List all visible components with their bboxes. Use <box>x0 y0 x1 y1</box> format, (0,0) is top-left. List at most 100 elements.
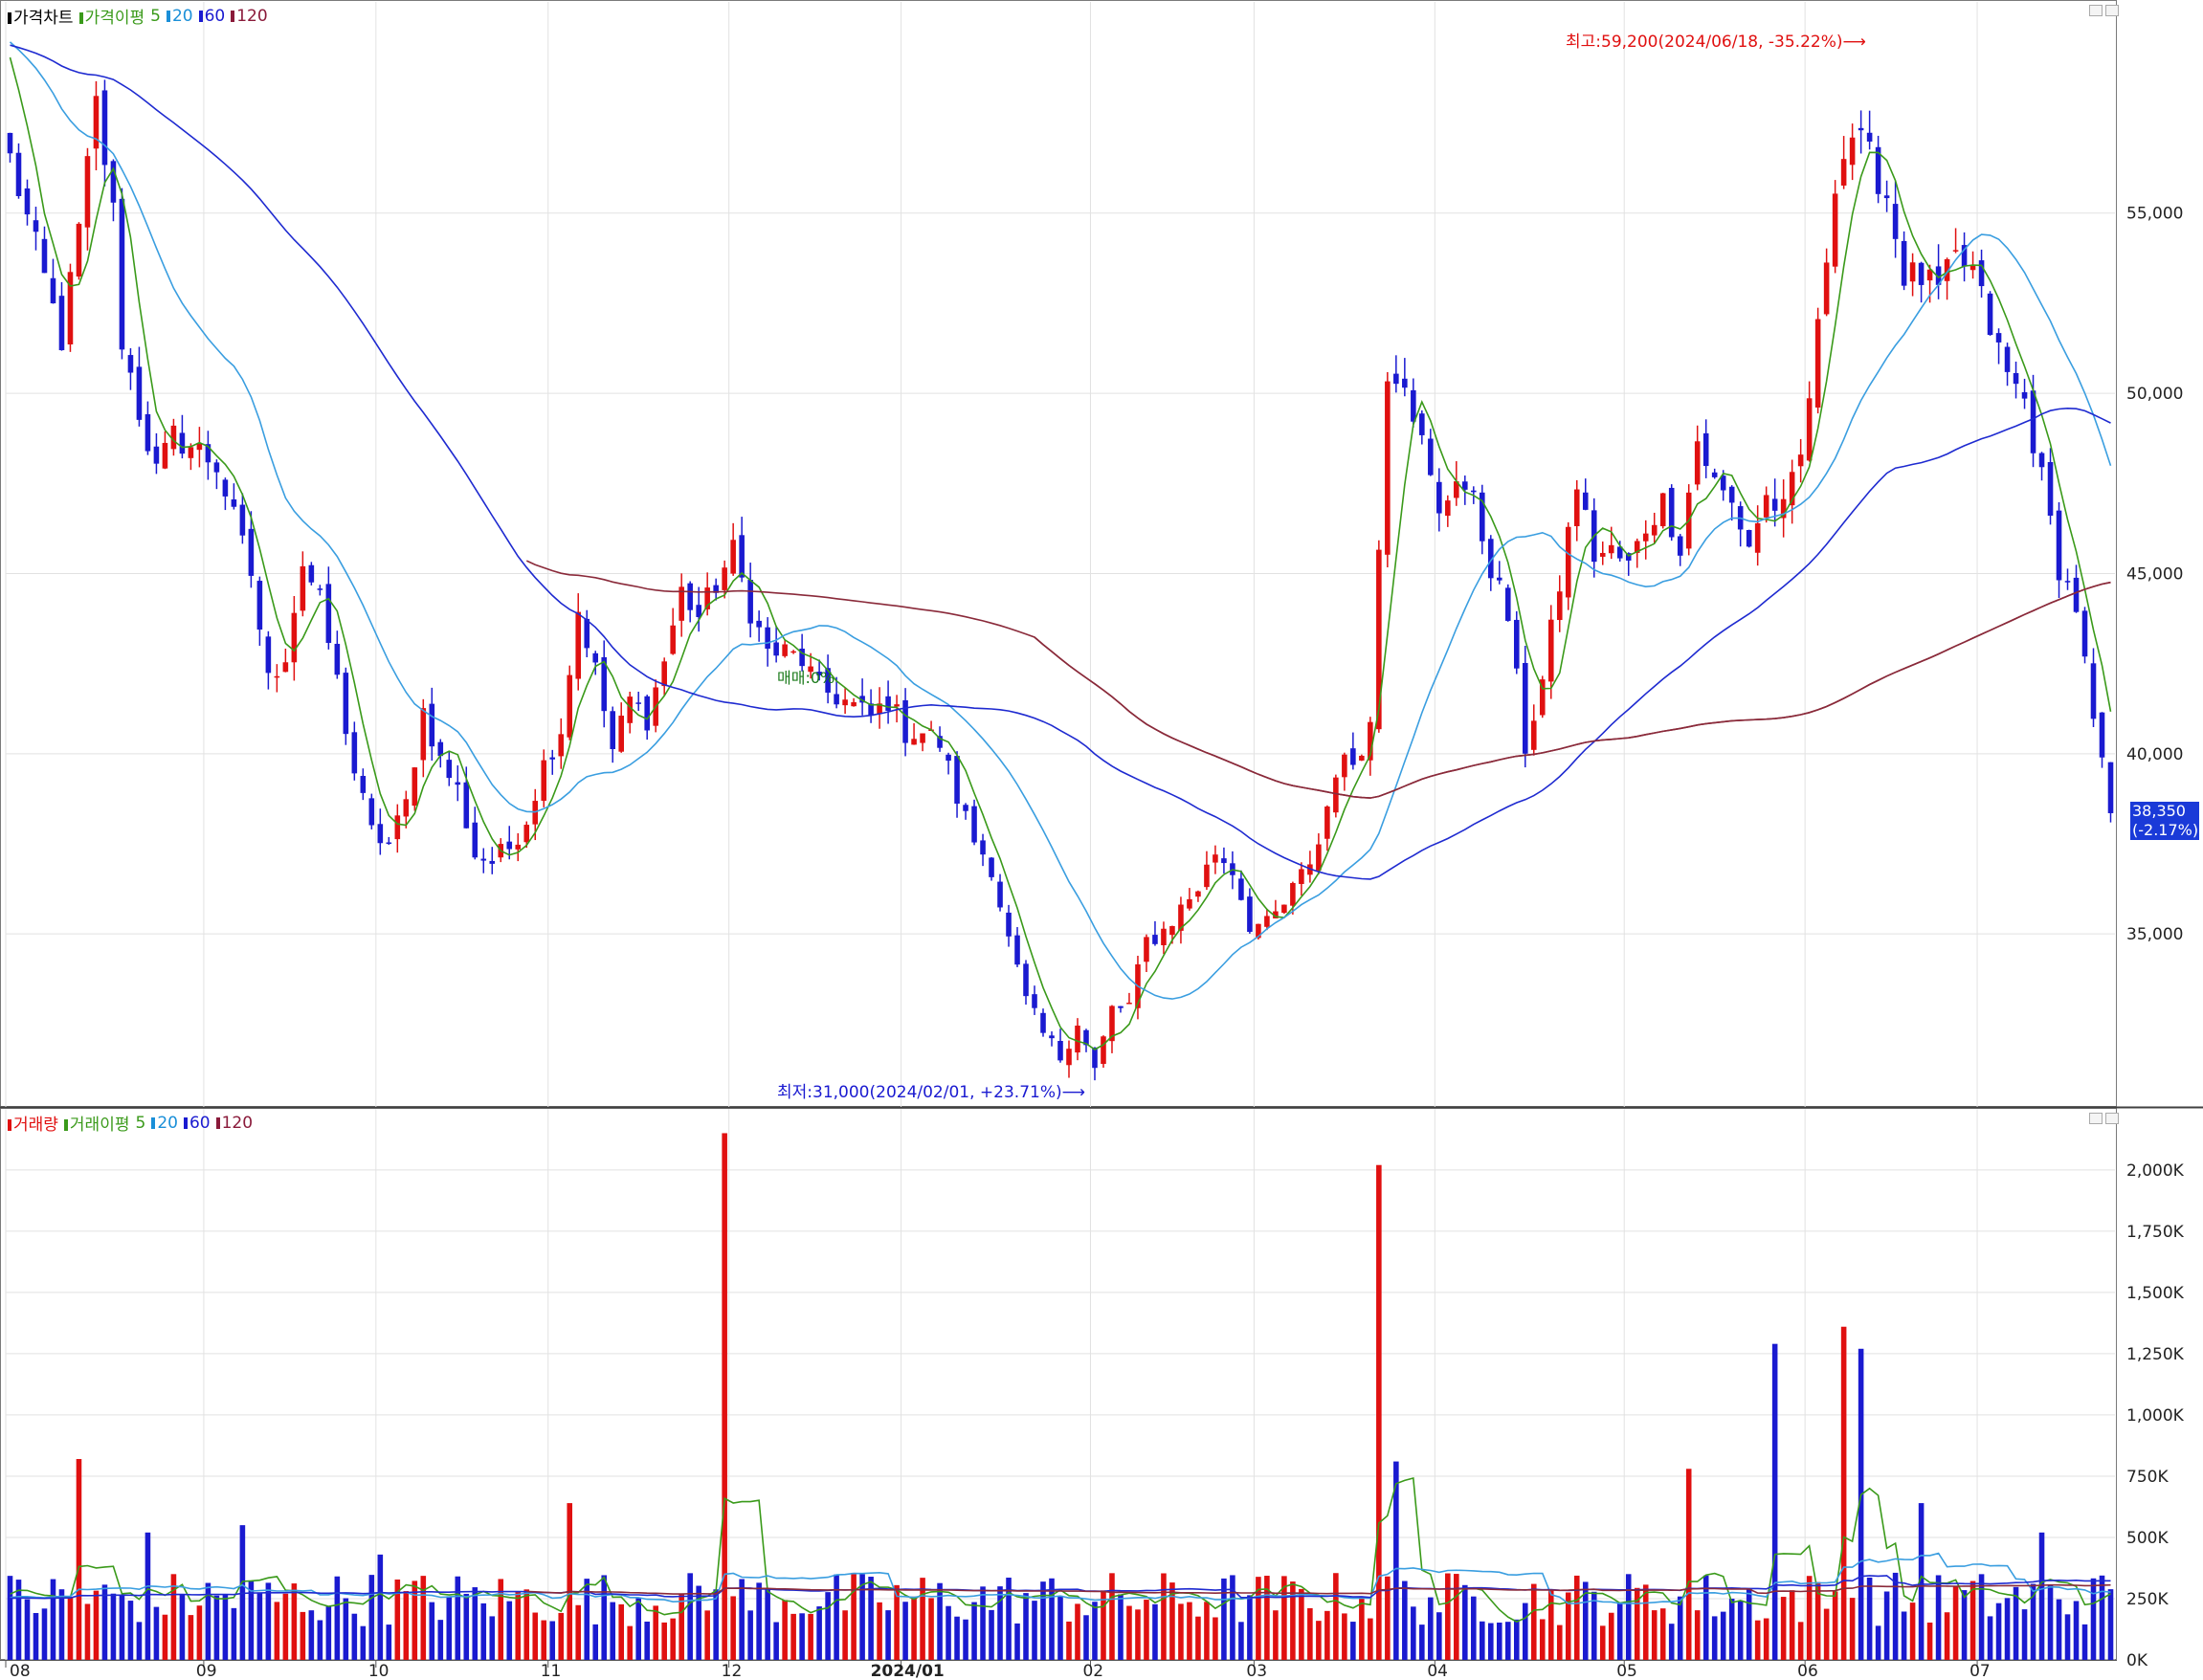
legend-ma20[interactable]: 20 <box>166 7 193 26</box>
volume-bar <box>1144 1600 1149 1660</box>
candle-body <box>920 733 925 743</box>
volume-tick-label: 1,000K <box>2126 1406 2185 1426</box>
volume-bar <box>1393 1461 1399 1660</box>
volume-bar <box>1368 1618 1373 1660</box>
candle-body <box>1359 755 1365 761</box>
candle-body <box>1169 925 1175 936</box>
legend-vol-ma120[interactable]: 120 <box>215 1114 253 1133</box>
candle-body <box>213 462 220 473</box>
legend-price-ma[interactable]: 가격이평 <box>78 4 145 28</box>
legend-volume[interactable]: 거래량 <box>8 1111 58 1135</box>
candle-body <box>58 296 65 351</box>
minimize-icon[interactable] <box>2089 5 2103 16</box>
volume-bar <box>1823 1608 1830 1660</box>
candle-body <box>1771 498 1778 511</box>
legend-price-chart[interactable]: 가격차트 <box>8 4 74 28</box>
volume-bar <box>265 1582 272 1660</box>
volume-bar <box>868 1577 874 1660</box>
candle-body <box>2064 581 2071 583</box>
ma60-line <box>10 44 2111 880</box>
candle-body <box>1333 777 1339 813</box>
maximize-icon[interactable] <box>2105 5 2119 16</box>
volume-bar <box>1101 1590 1106 1660</box>
legend-vol-ma20[interactable]: 20 <box>151 1114 178 1133</box>
candle-body <box>1677 536 1683 556</box>
volume-bar <box>1728 1599 1735 1660</box>
volume-bar <box>1118 1594 1124 1660</box>
volume-bar <box>256 1592 263 1660</box>
candle-body <box>2047 461 2054 516</box>
volume-bar <box>894 1584 900 1660</box>
volume-bar <box>1625 1574 1632 1660</box>
candle-body <box>1057 1041 1063 1061</box>
candle-body <box>1754 522 1761 553</box>
candle-body <box>911 739 917 745</box>
volume-bar <box>1195 1616 1201 1660</box>
volume-bar <box>455 1576 461 1660</box>
volume-bar <box>1573 1575 1580 1660</box>
volume-bar <box>1642 1584 1649 1660</box>
volume-bar <box>1204 1602 1210 1660</box>
volume-bar <box>980 1586 986 1660</box>
volume-bar <box>532 1612 539 1660</box>
volume-bar <box>1411 1606 1416 1660</box>
legend-vol-ma60[interactable]: 60 <box>183 1114 211 1133</box>
volume-bar <box>1858 1348 1864 1660</box>
volume-bar <box>1187 1602 1192 1660</box>
legend-ma120[interactable]: 120 <box>231 7 268 26</box>
candle-body <box>1445 500 1451 517</box>
volume-bar <box>110 1593 117 1660</box>
volume-bar <box>1634 1587 1640 1660</box>
candle-body <box>291 612 298 663</box>
candle-body <box>1582 492 1589 510</box>
volume-bar <box>1152 1603 1158 1660</box>
candle-body <box>1092 1047 1098 1069</box>
candle-body <box>1625 553 1632 561</box>
candle-body <box>1290 882 1296 906</box>
candle-body <box>1324 806 1330 839</box>
candle-body <box>1023 963 1029 997</box>
volume-bar <box>1040 1581 1046 1660</box>
volume-bar <box>463 1593 470 1660</box>
candle-body <box>541 760 547 802</box>
candle-body <box>170 425 177 450</box>
candle-body <box>239 504 246 536</box>
volume-bar <box>971 1602 977 1660</box>
candle-body <box>300 565 306 611</box>
volume-bar <box>351 1613 358 1660</box>
candle-body <box>1711 472 1718 477</box>
price-panel-frame <box>0 0 2117 1107</box>
candle-body <box>1634 541 1640 553</box>
legend-volume-ma[interactable]: 거래이평 <box>63 1111 129 1135</box>
candle-body <box>790 651 796 653</box>
candle-body <box>317 588 323 590</box>
candle-body <box>739 535 745 578</box>
candle-body <box>1780 498 1787 519</box>
candle-body <box>1720 475 1726 491</box>
candle-body <box>971 806 977 843</box>
volume-bar <box>1238 1622 1244 1660</box>
volume-bar <box>213 1595 220 1660</box>
candle-body <box>412 767 418 807</box>
volume-bar <box>1513 1619 1520 1660</box>
candle-body <box>84 156 91 228</box>
volume-bar <box>635 1597 641 1660</box>
candle-body <box>1419 413 1425 435</box>
candle-body <box>1393 373 1399 385</box>
volume-bar <box>498 1579 504 1660</box>
volume-bar <box>1771 1343 1778 1660</box>
candle-body <box>1944 258 1950 281</box>
minimize-icon[interactable] <box>2089 1113 2103 1124</box>
volume-bar <box>902 1602 908 1660</box>
current-price: 38,350 <box>2132 802 2186 820</box>
month-tick-label: 03 <box>1246 1662 1267 1680</box>
candle-body <box>1342 754 1347 778</box>
volume-bar <box>1471 1596 1477 1660</box>
volume-bar <box>2090 1578 2097 1660</box>
maximize-icon[interactable] <box>2105 1113 2119 1124</box>
legend-ma60[interactable]: 60 <box>198 7 225 26</box>
candle-body <box>549 757 556 760</box>
volume-bar <box>1651 1610 1658 1660</box>
month-tick-label: 06 <box>1797 1662 1818 1680</box>
